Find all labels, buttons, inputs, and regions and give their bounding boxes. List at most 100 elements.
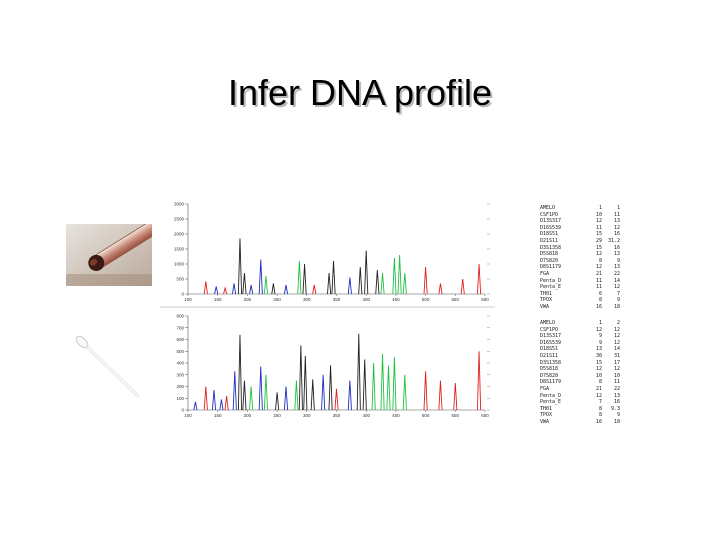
peak <box>214 286 219 295</box>
x-tick-label: 150 <box>214 413 222 418</box>
peak <box>283 386 289 411</box>
peak <box>275 392 280 411</box>
locus-name: FGA <box>540 270 550 277</box>
allele-value: 12 <box>613 339 620 346</box>
allele-value: 13 <box>613 251 620 258</box>
y-tick-label: 1500 <box>174 247 185 252</box>
locus-name: D16S539 <box>540 339 562 346</box>
allele-row: CSF1PO 10 11 <box>540 212 620 219</box>
locus-name: TPOX <box>540 297 553 304</box>
peak <box>460 278 465 295</box>
allele-row: Penta_E 11 12 <box>540 284 620 291</box>
allele-row: D16S539 9 12 <box>540 340 620 347</box>
locus-name: D18S51 <box>540 231 559 238</box>
peak <box>263 275 269 295</box>
allele-value: 13 <box>613 392 620 399</box>
x-tick-label: 400 <box>362 297 370 302</box>
allele-value: 18 <box>613 303 620 310</box>
allele-row: D21S11 30 31 <box>540 353 620 360</box>
y-tick-label: 400 <box>176 361 184 366</box>
locus-name: D16S539 <box>540 224 562 231</box>
allele-value: 16 <box>613 231 620 238</box>
allele-value: 11 <box>595 224 602 231</box>
allele-value: 12 <box>613 333 620 340</box>
locus-name: Penta_D <box>540 392 562 399</box>
allele-value: 1 <box>598 205 602 211</box>
peak <box>356 333 361 411</box>
x-tick-label: 200 <box>244 413 252 418</box>
allele-value: 30 <box>595 352 602 359</box>
y-tick-label: 100 <box>176 396 184 401</box>
peak <box>453 382 458 411</box>
peak <box>193 401 198 411</box>
allele-row: D13S317 9 12 <box>540 333 620 340</box>
peak <box>242 272 247 295</box>
locus-name: CSF1PO <box>540 211 559 218</box>
allele-row: VWA 16 18 <box>540 419 620 426</box>
peak <box>203 281 208 295</box>
locus-name: TH01 <box>540 290 553 297</box>
allele-table-top: AMELO 1 1 CSF1PO 10 11 D13S317 12 13 D16S539 11 12 D… <box>540 205 620 311</box>
peak <box>392 257 397 295</box>
peak <box>249 284 254 295</box>
peak <box>423 266 428 295</box>
allele-value: 21 <box>595 270 602 277</box>
allele-value: 15 <box>595 231 602 238</box>
y-tick-label: 500 <box>176 277 184 282</box>
peak <box>364 250 369 295</box>
peak <box>231 283 237 295</box>
allele-table-bottom: AMELO 1 2 CSF1PO 12 12 D13S317 9 12 D16S539 9 12 D18… <box>540 320 620 426</box>
locus-name: D5S818 <box>540 366 559 373</box>
allele-value: 1 <box>616 205 620 211</box>
locus-name: Penta_E <box>540 284 562 291</box>
y-tick-label: 700 <box>176 325 184 330</box>
allele-value: 9 <box>616 257 620 264</box>
y-tick-label: 2500 <box>174 217 185 222</box>
allele-value: 10 <box>595 372 602 379</box>
peak <box>232 371 237 411</box>
peak <box>402 272 407 295</box>
allele-row: VWA 16 18 <box>540 304 620 311</box>
allele-value: 31 <box>613 352 620 359</box>
locus-name: D8S1179 <box>540 379 562 386</box>
peak <box>223 286 228 295</box>
x-tick-label: 500 <box>422 297 430 302</box>
x-tick-label: 100 <box>184 297 192 302</box>
peak <box>331 260 336 295</box>
allele-row: TH01 6 7 <box>540 291 620 298</box>
allele-value: 1 <box>598 320 602 326</box>
allele-value: 11 <box>613 211 620 218</box>
locus-name: D8S1179 <box>540 264 562 271</box>
allele-row: D7S820 8 9 <box>540 258 620 265</box>
allele-value: 12 <box>595 264 602 271</box>
allele-value: 9 <box>616 412 620 419</box>
x-tick-label: 350 <box>333 297 341 302</box>
peak <box>358 266 363 295</box>
y-tick-label: 3000 <box>174 202 185 207</box>
y-tick-label: 300 <box>176 372 184 377</box>
allele-value: 10 <box>613 372 620 379</box>
y-tick-label: 200 <box>176 384 184 389</box>
y-tick-label: 0 <box>181 408 184 413</box>
x-tick-label: 300 <box>303 413 311 418</box>
peak <box>375 269 380 295</box>
allele-value: 2 <box>616 320 620 326</box>
allele-value: 9 <box>616 297 620 304</box>
peak <box>258 366 263 411</box>
peak <box>334 388 339 411</box>
allele-value: 8 <box>598 412 602 419</box>
y-tick-label: 800 <box>176 314 184 319</box>
peak <box>438 380 443 411</box>
locus-name: Penta_E <box>540 399 562 406</box>
x-tick-label: 250 <box>273 297 281 302</box>
peak <box>294 380 299 411</box>
peak <box>312 284 317 295</box>
electropherogram-bottom: 800 700 600 500 400 300 200 100 0 100 150 200 250 300… <box>160 312 495 420</box>
peak <box>347 380 352 411</box>
peak <box>271 283 276 295</box>
allele-row: D3S1358 15 16 <box>540 245 620 252</box>
peak <box>242 380 247 411</box>
locus-name: TH01 <box>540 405 553 412</box>
allele-value: 16 <box>613 399 620 406</box>
peak <box>380 272 385 295</box>
